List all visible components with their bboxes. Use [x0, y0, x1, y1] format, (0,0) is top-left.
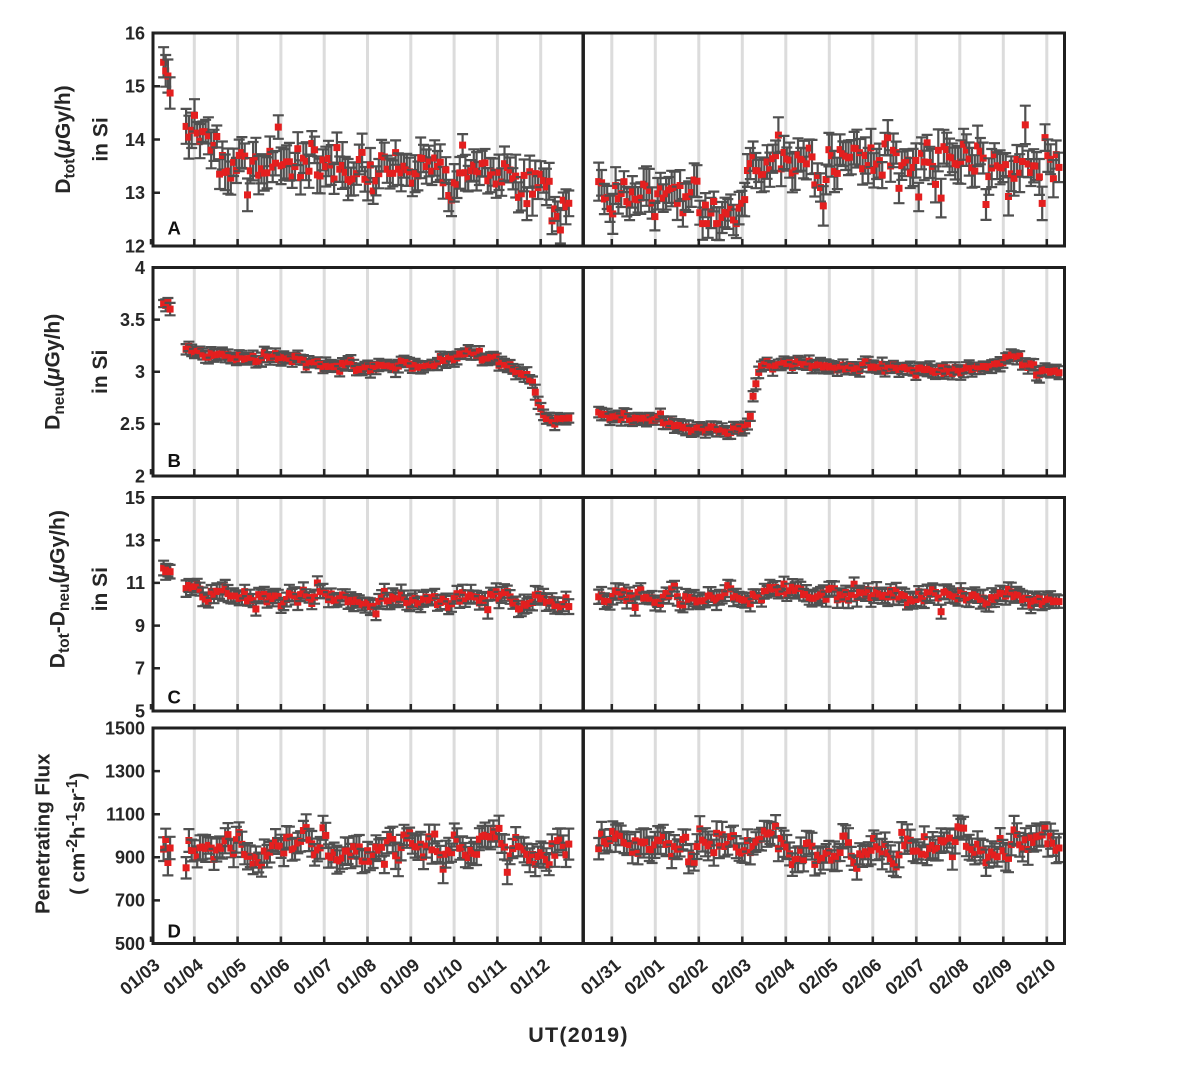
svg-text:700: 700 [115, 891, 145, 911]
svg-text:13: 13 [125, 531, 145, 551]
svg-text:14: 14 [125, 130, 145, 150]
svg-text:5: 5 [135, 701, 145, 721]
svg-text:4: 4 [135, 258, 145, 278]
svg-text:B: B [168, 450, 181, 471]
svg-text:1300: 1300 [105, 761, 145, 781]
svg-text:900: 900 [115, 848, 145, 868]
svg-text:9: 9 [135, 616, 145, 636]
svg-text:in Si: in Si [89, 350, 112, 394]
svg-text:11: 11 [126, 573, 145, 593]
svg-text:2: 2 [135, 466, 145, 486]
svg-text:A: A [168, 218, 181, 239]
svg-text:15: 15 [125, 488, 145, 508]
svg-text:Dneu​(μGy/h): Dneu​(μGy/h) [42, 314, 69, 430]
svg-text:UT(2019): UT(2019) [528, 1023, 628, 1047]
svg-text:12: 12 [125, 236, 145, 256]
svg-text:Penetrating Flux: Penetrating Flux [32, 753, 55, 914]
svg-text:1100: 1100 [106, 805, 145, 825]
svg-text:C: C [168, 686, 181, 707]
svg-text:in Si: in Si [89, 567, 112, 611]
svg-text:13: 13 [125, 183, 145, 203]
svg-text:in Si: in Si [90, 117, 113, 161]
svg-text:1500: 1500 [105, 718, 145, 738]
svg-text:3: 3 [135, 362, 145, 382]
svg-text:D: D [168, 921, 181, 942]
svg-text:16: 16 [125, 23, 145, 43]
svg-text:15: 15 [125, 77, 145, 97]
svg-text:500: 500 [115, 934, 145, 954]
svg-text:7: 7 [135, 659, 145, 679]
svg-text:3.5: 3.5 [120, 310, 145, 330]
svg-text:2.5: 2.5 [120, 414, 145, 434]
